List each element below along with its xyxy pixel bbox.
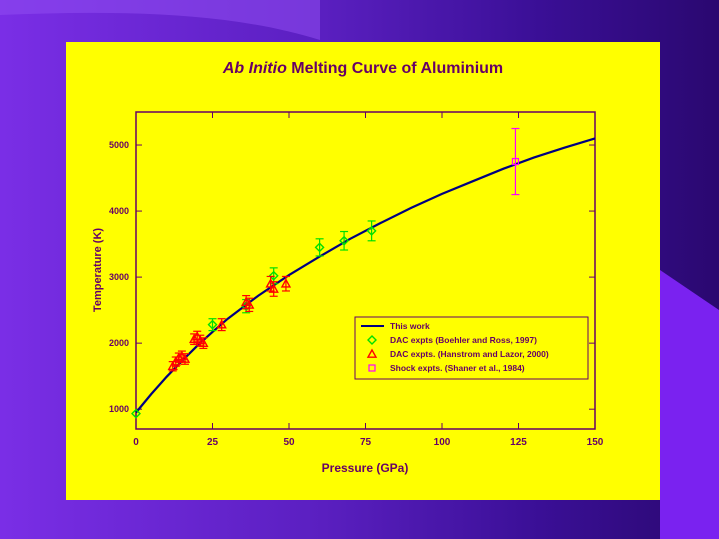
diamond-data-point bbox=[207, 319, 218, 330]
legend-diamond-swatch bbox=[367, 335, 377, 345]
legend-box bbox=[354, 316, 589, 380]
legend-label: DAC expts. (Hanstrom and Lazor, 2000) bbox=[390, 349, 549, 359]
triangle-data-point bbox=[244, 299, 255, 309]
triangle-data-point bbox=[192, 331, 203, 341]
triangle-data-point bbox=[280, 278, 292, 288]
triangle-data-point bbox=[179, 353, 191, 363]
legend-label: Shock expts. (Shaner et al., 1984) bbox=[390, 363, 525, 373]
chart-title-italic: Ab Initio bbox=[222, 60, 287, 77]
legend: This work DAC expts (Boehler and Ross, 19… bbox=[354, 316, 589, 380]
legend-square-swatch bbox=[368, 364, 376, 372]
y-tick-label: 2000 bbox=[109, 338, 129, 348]
x-tick-label: 50 bbox=[283, 437, 295, 448]
x-tick-label: 100 bbox=[434, 437, 451, 448]
y-tick-label: 1000 bbox=[109, 404, 129, 414]
triangle-data-point bbox=[268, 283, 279, 293]
x-tick-label: 0 bbox=[133, 437, 139, 448]
y-tick-label: 5000 bbox=[109, 140, 129, 150]
y-axis-label: Temperature (K) bbox=[92, 228, 104, 312]
x-tick-label: 75 bbox=[360, 437, 372, 448]
square-data-point bbox=[511, 157, 520, 166]
diamond-data-point bbox=[314, 242, 325, 253]
chart-panel bbox=[66, 42, 660, 500]
y-tick-label: 4000 bbox=[109, 206, 129, 216]
diamond-data-point bbox=[268, 270, 279, 281]
chart-title-rest: Melting Curve of Aluminium bbox=[286, 60, 504, 77]
melting-curve-chart: 0 25 50 75 100 125 150 1000 2000 3000 4000 5000 Pre… bbox=[92, 111, 604, 475]
triangle-data-point bbox=[265, 278, 276, 288]
legend-label: This work bbox=[390, 321, 430, 331]
legend-label: DAC expts (Boehler and Ross, 1997) bbox=[390, 335, 537, 345]
x-tick-label: 25 bbox=[207, 437, 219, 448]
y-tick-label: 3000 bbox=[109, 272, 129, 282]
legend-triangle-swatch bbox=[366, 348, 378, 358]
diamond-data-point bbox=[131, 408, 141, 419]
diamond-data-point bbox=[339, 235, 350, 246]
diamond-data-point bbox=[366, 225, 377, 236]
x-axis-label: Pressure (GPa) bbox=[322, 461, 409, 475]
triangle-data-point bbox=[216, 319, 227, 329]
x-tick-label: 125 bbox=[510, 437, 527, 448]
x-tick-label: 150 bbox=[587, 437, 604, 448]
triangle-data-point bbox=[198, 337, 209, 348]
chart-title: Ab Initio Melting Curve of Aluminium bbox=[66, 60, 660, 78]
triangle-data-point bbox=[173, 352, 185, 362]
